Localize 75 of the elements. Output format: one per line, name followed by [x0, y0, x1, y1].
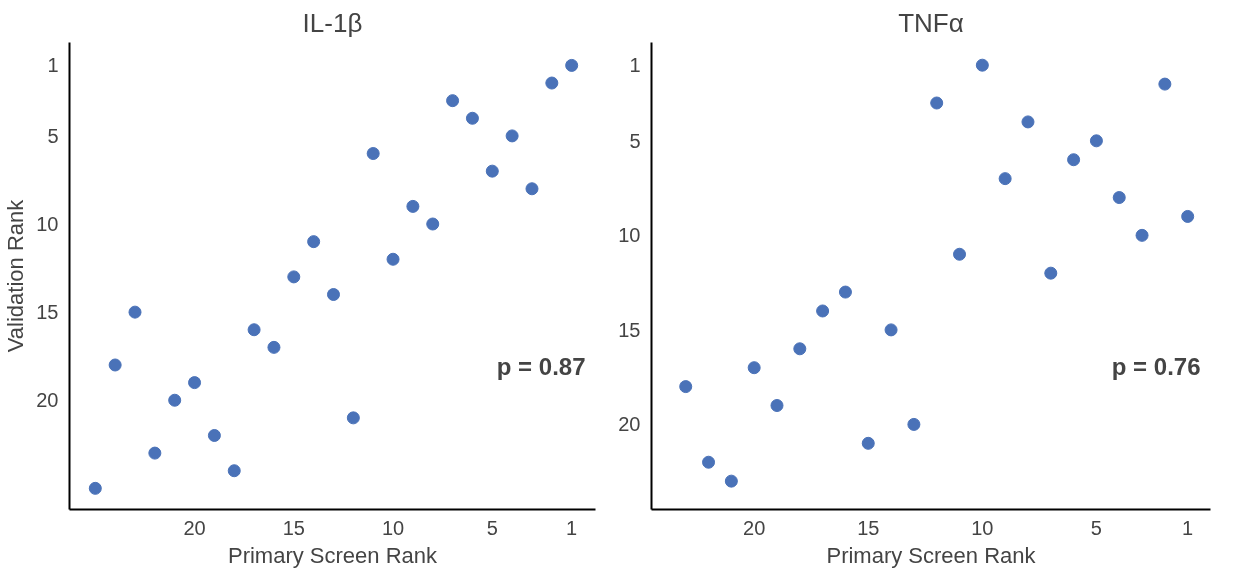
y-tick-label: 20: [36, 389, 59, 412]
point: [267, 340, 281, 354]
point: [307, 235, 321, 249]
point: [426, 217, 440, 231]
y-tick-label: 20: [618, 413, 641, 436]
point: [861, 436, 875, 450]
point: [793, 342, 807, 356]
point: [953, 247, 967, 261]
y-tick-label: 5: [629, 129, 641, 152]
point: [702, 455, 716, 469]
y-axis-title: Validation Rank: [3, 198, 29, 353]
x-axis-title: Primary Screen Rank: [826, 542, 1037, 568]
point: [128, 305, 142, 319]
point: [406, 199, 420, 213]
point: [907, 417, 921, 431]
point: [505, 129, 519, 143]
point: [168, 393, 182, 407]
point: [1089, 134, 1103, 148]
x-tick-label: 20: [183, 516, 206, 539]
point: [679, 380, 693, 394]
point: [975, 58, 989, 72]
point: [747, 361, 761, 375]
point: [930, 96, 944, 110]
point: [525, 182, 539, 196]
y-tick-label: 10: [36, 213, 59, 236]
point: [446, 94, 460, 108]
point: [884, 323, 898, 337]
point: [465, 111, 479, 125]
point: [227, 464, 241, 478]
point: [545, 76, 559, 90]
x-tick-label: 10: [381, 516, 405, 539]
point: [148, 446, 162, 460]
chart-title: TNFα: [898, 7, 964, 38]
point: [88, 481, 102, 495]
point: [565, 58, 579, 72]
point: [1112, 191, 1126, 205]
y-tick-label: 10: [618, 224, 641, 247]
y-tick-label: 5: [47, 124, 59, 147]
point: [1021, 115, 1035, 129]
point: [1158, 77, 1172, 91]
point: [724, 474, 738, 488]
point: [366, 147, 380, 161]
x-tick-label: 1: [566, 516, 578, 539]
y-tick-label: 1: [629, 54, 641, 77]
x-axis-title: Primary Screen Rank: [227, 542, 439, 568]
point: [207, 429, 221, 442]
x-tick-label: 5: [486, 516, 498, 539]
annotation: p = 0.76: [1111, 352, 1201, 380]
x-tick-label: 15: [857, 516, 880, 539]
point: [326, 288, 340, 301]
y-tick-label: 1: [47, 54, 59, 77]
x-tick-label: 1: [1182, 516, 1194, 539]
y-tick-label: 15: [36, 301, 59, 324]
point: [998, 172, 1012, 186]
y-tick-label: 15: [618, 318, 641, 341]
chart-title: IL-1β: [302, 7, 363, 38]
point: [386, 252, 400, 266]
x-tick-label: 15: [282, 516, 305, 539]
point: [1135, 228, 1149, 242]
point: [816, 304, 830, 318]
x-tick-label: 20: [743, 516, 766, 539]
point: [346, 411, 360, 425]
point: [1067, 153, 1081, 167]
point: [108, 358, 122, 372]
x-tick-label: 5: [1090, 516, 1102, 539]
point: [1181, 209, 1195, 223]
point: [838, 285, 852, 299]
point: [485, 164, 499, 178]
x-tick-label: 10: [971, 516, 994, 539]
point: [188, 376, 202, 390]
point: [770, 399, 784, 412]
point: [1044, 266, 1058, 280]
point: [247, 323, 261, 337]
point: [287, 270, 301, 284]
annotation: p = 0.87: [496, 352, 586, 380]
